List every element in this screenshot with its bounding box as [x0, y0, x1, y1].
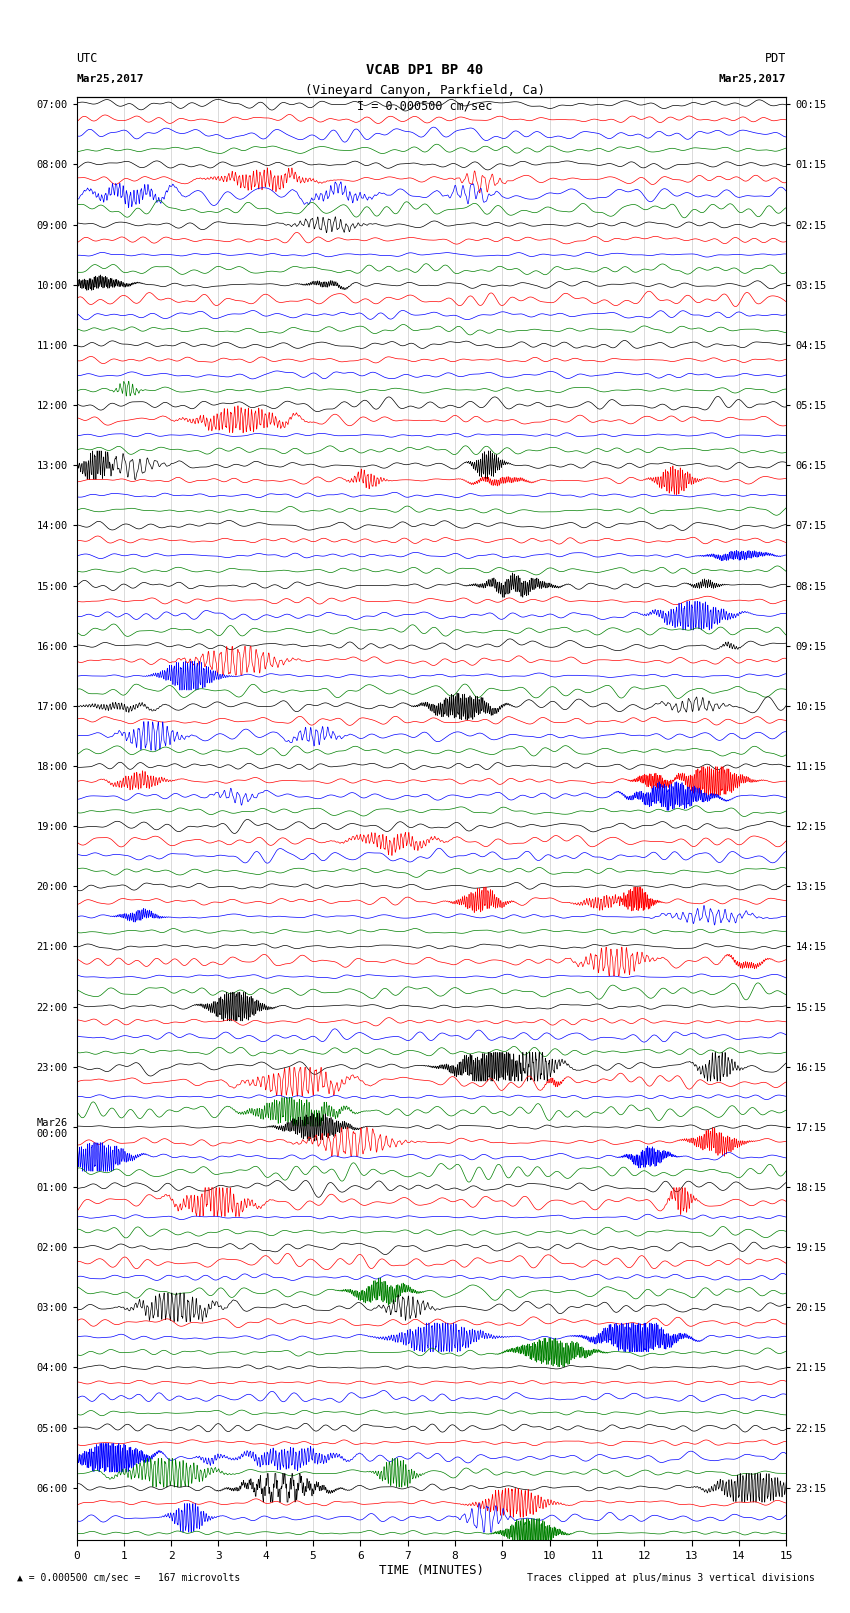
Text: VCAB DP1 BP 40: VCAB DP1 BP 40	[366, 63, 484, 77]
Text: PDT: PDT	[765, 52, 786, 65]
Text: I = 0.000500 cm/sec: I = 0.000500 cm/sec	[357, 100, 493, 113]
Text: Traces clipped at plus/minus 3 vertical divisions: Traces clipped at plus/minus 3 vertical …	[527, 1573, 815, 1582]
Text: Mar25,2017: Mar25,2017	[719, 74, 786, 84]
Text: UTC: UTC	[76, 52, 98, 65]
X-axis label: TIME (MINUTES): TIME (MINUTES)	[379, 1563, 484, 1576]
Text: Mar25,2017: Mar25,2017	[76, 74, 144, 84]
Text: (Vineyard Canyon, Parkfield, Ca): (Vineyard Canyon, Parkfield, Ca)	[305, 84, 545, 97]
Text: ▲ = 0.000500 cm/sec =   167 microvolts: ▲ = 0.000500 cm/sec = 167 microvolts	[17, 1573, 241, 1582]
